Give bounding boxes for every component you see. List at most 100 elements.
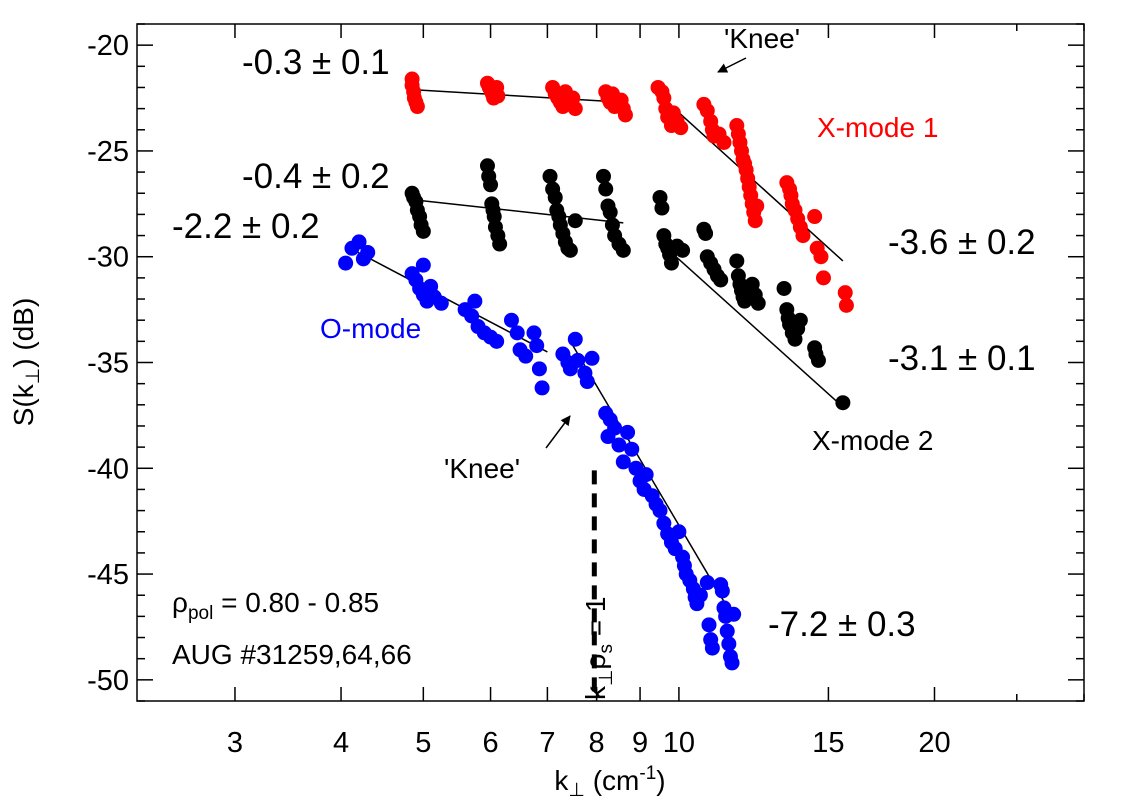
y-tick-label: -35 (87, 348, 129, 380)
point-o-mode (611, 437, 627, 453)
point-x-mode-1 (567, 101, 583, 117)
point-o-mode (652, 503, 668, 519)
x-axis-ticks: 3 4 5 6 7 8 9 10 15 20 (227, 24, 1085, 759)
point-x-mode-2 (698, 225, 714, 241)
x-tick-label: 3 (227, 727, 243, 759)
data-points (338, 71, 854, 671)
point-o-mode (360, 244, 376, 260)
slope-x1-flat-label: -0.3 ± 0.1 (242, 43, 390, 82)
point-x-mode-2 (492, 236, 508, 252)
point-x-mode-2 (713, 272, 729, 288)
point-o-mode (529, 338, 545, 354)
point-x-mode-2 (663, 255, 679, 271)
point-x-mode-1 (813, 249, 829, 265)
point-x-mode-2 (615, 242, 631, 258)
point-x-mode-1 (838, 297, 854, 313)
knee-bottom-arrow (545, 415, 571, 449)
shot-label: AUG #31259,64,66 (172, 639, 412, 670)
point-x-mode-1 (617, 107, 633, 123)
point-o-mode (433, 295, 449, 311)
x-tick-label: 4 (333, 727, 349, 759)
point-o-mode (671, 524, 687, 540)
slope-o-steep-label: -7.2 ± 0.3 (768, 605, 916, 644)
point-x-mode-2 (776, 280, 792, 296)
point-o-mode (724, 655, 740, 671)
x-tick-label: 5 (415, 727, 431, 759)
point-o-mode (489, 333, 505, 349)
series-label-x-mode-1: X-mode 1 (817, 112, 938, 143)
point-x-mode-2 (595, 168, 611, 184)
krho-label: k⊥ρs = 1 (580, 597, 617, 700)
x-tick-label: 9 (632, 727, 648, 759)
point-o-mode (638, 467, 654, 483)
point-o-mode (719, 623, 735, 639)
point-x-mode-2 (729, 253, 745, 269)
point-o-mode (624, 441, 640, 457)
point-x-mode-1 (716, 134, 732, 150)
y-tick-label: -30 (87, 242, 129, 274)
point-o-mode (509, 325, 525, 341)
fit-line (661, 243, 844, 408)
fit-line (412, 198, 624, 224)
point-o-mode (692, 587, 708, 603)
point-x-mode-2 (835, 395, 851, 411)
knee-bottom-label: 'Knee' (444, 453, 520, 484)
point-o-mode (567, 331, 583, 347)
y-tick-label: -25 (87, 136, 129, 168)
y-axis-label: S(k⊥) (dB) (8, 298, 44, 427)
point-o-mode (701, 617, 717, 633)
point-o-mode (704, 640, 720, 656)
point-o-mode (526, 325, 542, 341)
point-x-mode-1 (807, 209, 823, 225)
y-tick-label: -50 (87, 665, 129, 697)
point-x-mode-1 (749, 198, 765, 214)
point-x-mode-1 (837, 285, 853, 301)
point-x-mode-2 (483, 177, 499, 193)
point-o-mode (579, 374, 595, 390)
fit-line (412, 88, 624, 104)
slope-o-flat-label: -2.2 ± 0.2 (172, 207, 320, 246)
point-x-mode-2 (415, 223, 431, 239)
point-x-mode-2 (547, 189, 563, 205)
x-tick-label: 20 (918, 727, 950, 759)
point-x-mode-1 (555, 99, 571, 115)
y-axis-ticks: -50 -45 -40 -35 -30 -25 -20 (87, 23, 1084, 702)
point-x-mode-1 (795, 228, 811, 244)
point-o-mode (699, 575, 715, 591)
point-x-mode-2 (750, 295, 766, 311)
point-x-mode-1 (747, 213, 763, 229)
point-o-mode (615, 454, 631, 470)
point-x-mode-2 (562, 242, 578, 258)
series-label-x-mode-2: X-mode 2 (812, 425, 933, 456)
x-tick-label: 15 (812, 727, 844, 759)
x-tick-label: 8 (589, 727, 605, 759)
slope-x2-flat-label: -0.4 ± 0.2 (242, 157, 390, 196)
point-o-mode (503, 312, 519, 328)
point-o-mode (338, 255, 354, 271)
point-o-mode (600, 429, 616, 445)
y-tick-label: -20 (87, 30, 129, 62)
point-x-mode-2 (675, 242, 691, 258)
point-x-mode-1 (815, 270, 831, 286)
point-o-mode (534, 380, 550, 396)
point-o-mode (467, 293, 483, 309)
x-tick-label: 7 (539, 727, 555, 759)
point-o-mode (531, 361, 547, 377)
point-x-mode-2 (602, 204, 618, 220)
x-axis-label: k⊥ (cm-1) (554, 763, 665, 801)
point-x-mode-2 (567, 213, 583, 229)
point-o-mode (620, 424, 636, 440)
point-o-mode (721, 636, 737, 652)
point-o-mode (415, 257, 431, 273)
point-x-mode-1 (673, 120, 689, 136)
knee-top-arrow (717, 57, 747, 73)
slope-x1-steep-label: -3.6 ± 0.2 (888, 223, 1036, 262)
x-tick-label: 10 (663, 727, 695, 759)
point-x-mode-2 (654, 200, 670, 216)
point-x-mode-2 (810, 352, 826, 368)
x-tick-label: 6 (482, 727, 498, 759)
knee-top-label: 'Knee' (724, 23, 800, 54)
point-x-mode-2 (542, 168, 558, 184)
rho-pol-label: ρpol = 0.80 - 0.85 (172, 587, 379, 624)
